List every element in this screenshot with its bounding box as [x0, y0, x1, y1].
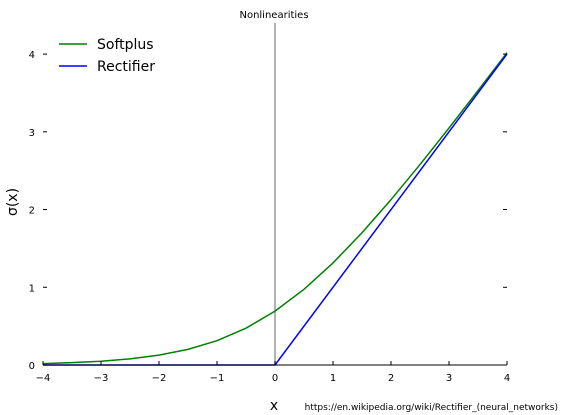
x-axis-label: x [270, 398, 278, 414]
x-tick-label: 2 [388, 373, 394, 384]
plot-area: −4 −3 −2 −1 0 1 2 3 4 0 1 2 3 4 [29, 23, 510, 384]
x-tick-label: −2 [152, 373, 167, 384]
x-tick-label: 3 [446, 373, 452, 384]
x-tick-label: −4 [36, 373, 51, 384]
x-tick-label: −1 [210, 373, 225, 384]
x-tick-label: 4 [504, 373, 510, 384]
y-tick-label: 3 [29, 128, 35, 139]
x-tick-label: 1 [330, 373, 336, 384]
chart-title: Nonlinearities [239, 10, 308, 21]
legend: Softplus Rectifier [59, 37, 155, 75]
source-caption: https://en.wikipedia.org/wiki/Rectifier_… [305, 403, 558, 413]
y-tick-label: 4 [29, 50, 35, 61]
x-tick-label: 0 [272, 373, 278, 384]
legend-label-rectifier: Rectifier [97, 59, 155, 75]
y-ticks: 0 1 2 3 4 [29, 50, 507, 372]
x-ticks: −4 −3 −2 −1 0 1 2 3 4 [36, 361, 510, 384]
y-tick-label: 1 [29, 283, 35, 294]
x-tick-label: −3 [94, 373, 109, 384]
y-tick-label: 0 [29, 361, 35, 372]
legend-label-softplus: Softplus [97, 37, 154, 53]
y-axis-label: σ(x) [5, 188, 21, 216]
series-line-softplus [42, 52, 508, 365]
y-tick-label: 2 [29, 206, 35, 217]
